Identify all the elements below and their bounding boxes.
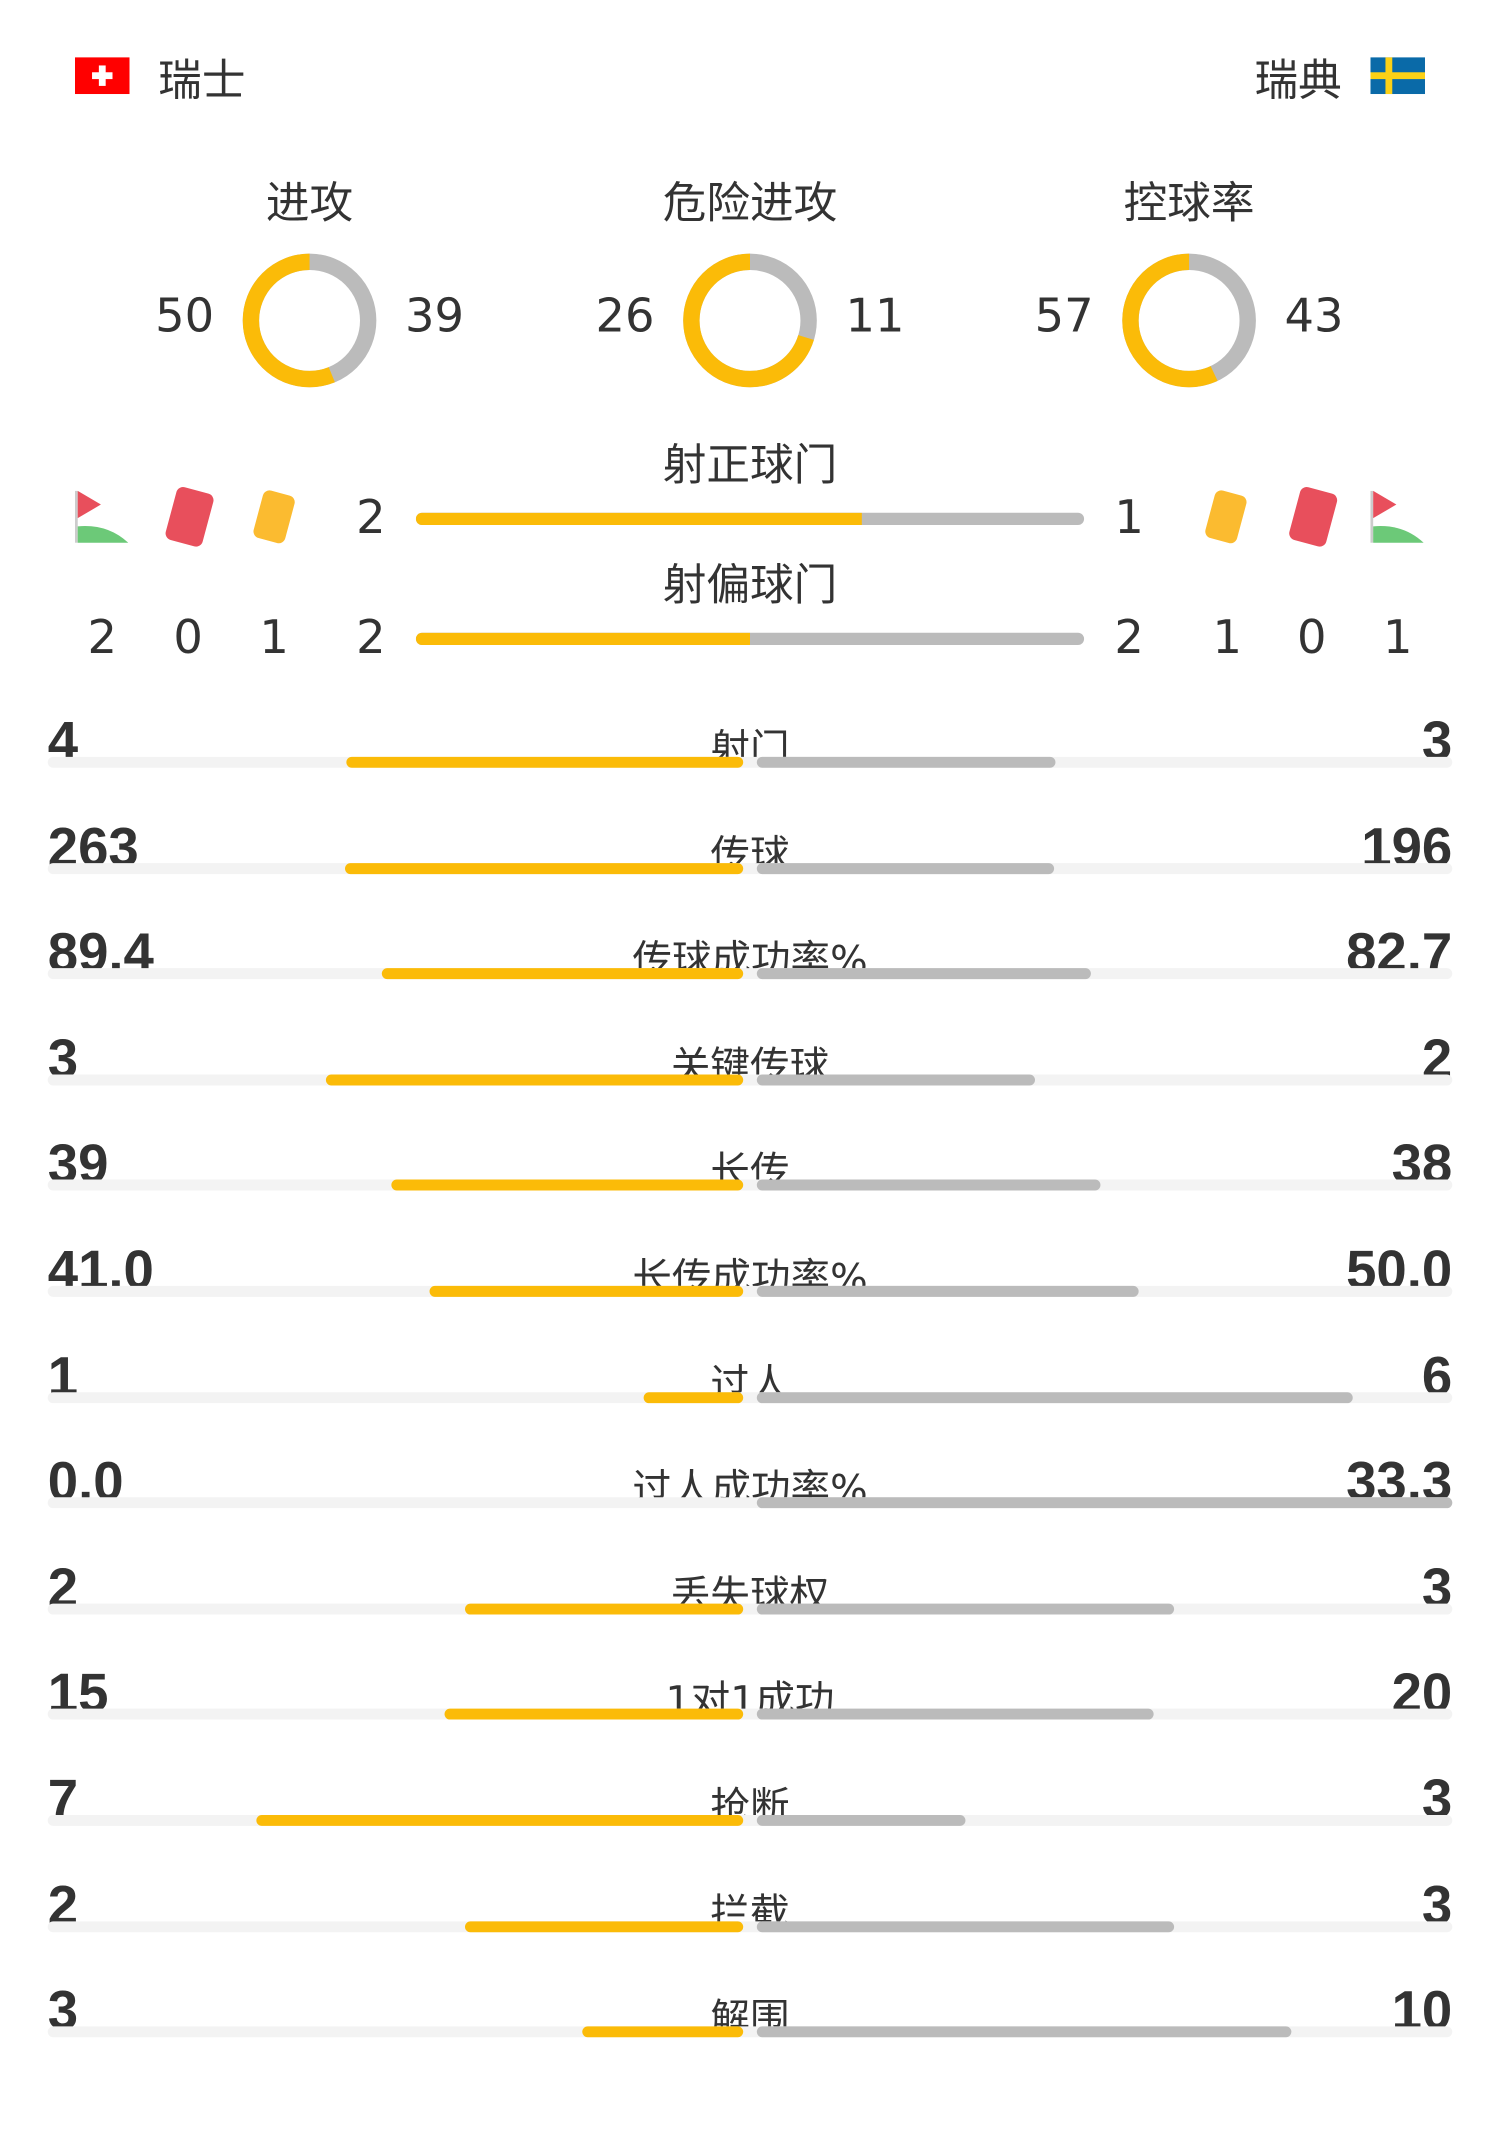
stat-track — [47, 862, 1453, 874]
red-card-icon — [1289, 487, 1338, 547]
home-shots-off-target: 2 — [356, 610, 386, 666]
stat-track — [47, 1603, 1453, 1615]
stat-away-bar — [756, 1180, 1101, 1191]
stat-home-bar — [464, 1603, 744, 1615]
corner-flag-icon — [74, 490, 129, 543]
stat-away-bar — [756, 968, 1091, 980]
stat-track — [47, 2026, 1453, 2038]
donut-chart — [242, 253, 377, 388]
away-red-cards: 0 — [1297, 610, 1327, 666]
stat-row: 2 丢失球权 3 — [0, 1558, 1500, 1653]
home-red-cards: 0 — [173, 610, 203, 666]
home-shots-on-target: 2 — [356, 490, 386, 546]
donut-chart — [683, 253, 817, 388]
donut-home-value: 26 — [595, 289, 655, 344]
switzerland-flag-icon — [74, 57, 130, 95]
donut-home-arc — [683, 253, 817, 388]
stat-track — [47, 1391, 1453, 1403]
donut-home-value: 57 — [1034, 289, 1094, 344]
stat-track — [47, 1497, 1453, 1509]
home-team-name: 瑞士 — [158, 54, 246, 107]
stat-away-bar — [756, 1709, 1155, 1721]
donut-home-arc — [1122, 253, 1256, 388]
shots-off-target-home-fill — [415, 632, 750, 645]
stat-row: 2 拦截 3 — [0, 1876, 1500, 1971]
donut-away-value: 11 — [845, 289, 905, 344]
stat-row: 41.0 长传成功率% 50.0 — [0, 1241, 1500, 1336]
stat-home-bar — [256, 1814, 744, 1826]
donut-home-value: 50 — [155, 289, 215, 344]
stat-home-bar — [643, 1391, 744, 1403]
stat-home-bar — [429, 1285, 744, 1297]
stat-away-bar — [756, 1074, 1035, 1086]
stat-away-bar — [756, 1814, 966, 1826]
stat-track — [47, 968, 1453, 980]
donut-home-arc — [242, 253, 377, 388]
donut-away-value: 39 — [404, 289, 464, 344]
stat-away-bar — [756, 1497, 1453, 1509]
stat-track — [47, 1285, 1453, 1297]
shots-off-target-bar — [415, 632, 1085, 645]
shots-on-target-bar — [415, 512, 1085, 525]
away-team-name: 瑞典 — [1254, 54, 1342, 107]
shots-on-target-home-fill — [415, 512, 862, 525]
donut-title: 控球率 — [1123, 177, 1255, 230]
home-corners: 2 — [87, 610, 118, 666]
stat-track — [47, 1180, 1453, 1191]
stat-home-bar — [381, 968, 744, 980]
stat-track — [47, 756, 1453, 768]
donut-chart — [1122, 253, 1256, 388]
yellow-card-icon — [1205, 490, 1247, 544]
stat-home-bar — [464, 1920, 744, 1932]
home-yellow-cards: 1 — [259, 610, 289, 666]
away-shots-off-target: 2 — [1114, 610, 1144, 666]
stat-row: 39 长传 38 — [0, 1135, 1500, 1230]
stat-row: 15 1对1成功 20 — [0, 1664, 1500, 1759]
away-corners: 1 — [1382, 610, 1413, 666]
stat-track — [47, 1709, 1453, 1721]
stat-row: 263 传球 196 — [0, 818, 1500, 913]
yellow-card-icon — [253, 490, 295, 544]
stat-away-bar — [756, 1391, 1353, 1403]
stat-away-bar — [756, 1285, 1139, 1297]
corner-flag-icon — [1370, 490, 1424, 543]
donut-away-value: 43 — [1284, 289, 1344, 344]
stat-home-bar — [325, 1074, 744, 1086]
donut-title: 进攻 — [265, 177, 354, 230]
stat-home-bar — [445, 1709, 744, 1721]
stat-home-bar — [344, 862, 744, 874]
away-yellow-cards: 1 — [1212, 610, 1243, 666]
stat-row: 7 抢断 3 — [0, 1770, 1500, 1865]
shots-off-target-label: 射偏球门 — [662, 559, 838, 611]
donut-title: 危险进攻 — [662, 177, 838, 230]
red-card-icon — [165, 487, 214, 547]
stat-row: 0.0 过人成功率% 33.3 — [0, 1453, 1500, 1548]
stat-away-bar — [756, 1920, 1175, 1932]
stat-row: 4 射门 3 — [0, 712, 1500, 807]
stat-home-bar — [345, 756, 744, 768]
stat-row: 89.4 传球成功率% 82.7 — [0, 923, 1500, 1018]
stat-home-bar — [582, 2026, 744, 2038]
stat-away-bar — [756, 862, 1054, 874]
stat-track — [47, 1920, 1453, 1932]
stat-row: 3 解围 10 — [0, 1982, 1500, 2077]
stat-away-bar — [756, 1603, 1175, 1615]
stat-row: 1 过人 6 — [0, 1347, 1500, 1442]
stat-away-bar — [756, 2026, 1292, 2038]
sweden-flag-icon — [1370, 57, 1425, 95]
stat-home-bar — [390, 1180, 744, 1191]
away-shots-on-target: 1 — [1114, 490, 1144, 546]
stat-away-bar — [756, 756, 1055, 768]
stat-row: 3 关键传球 2 — [0, 1029, 1500, 1124]
stat-track — [47, 1074, 1453, 1086]
shots-on-target-label: 射正球门 — [662, 439, 838, 491]
stat-track — [47, 1814, 1453, 1826]
